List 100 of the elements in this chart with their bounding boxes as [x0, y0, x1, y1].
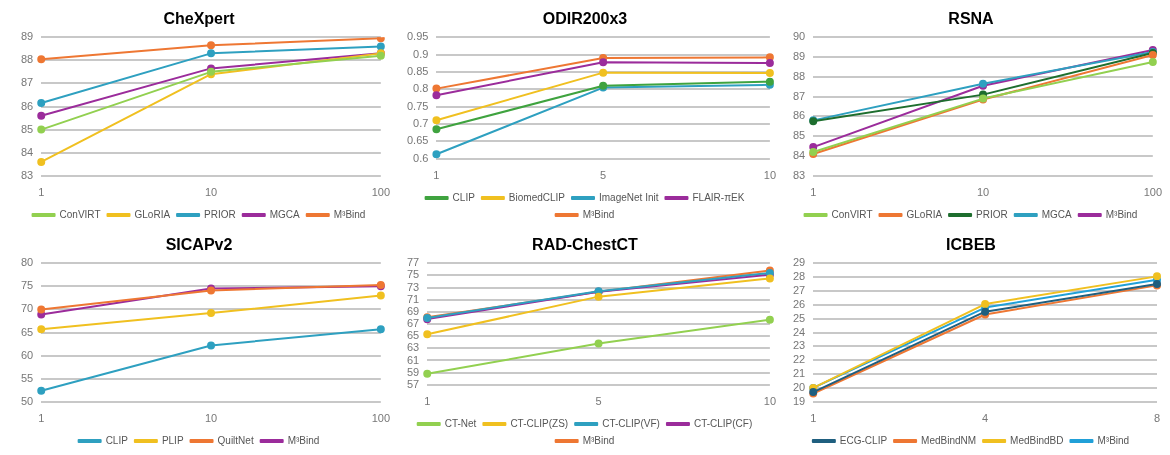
y-tick-label: 22 [792, 353, 806, 366]
y-tick-label: 87 [20, 76, 34, 89]
x-tick-label: 10 [204, 186, 218, 199]
legend-label: QuiltNet [217, 434, 254, 446]
legend-label: PLIP [161, 434, 184, 446]
legend-label: ImageNet Init [598, 191, 659, 203]
x-tick-label: 100 [1143, 186, 1162, 199]
legend-label: M³Bind [1105, 208, 1138, 220]
y-tick-label: 26 [792, 297, 806, 310]
legend-label: MGCA [269, 208, 301, 220]
y-tick-label: 50 [20, 394, 34, 407]
chart-title: CheXpert [163, 10, 236, 28]
y-tick-label: 84 [792, 149, 806, 162]
legend-label: CT-CLIP(CF) [693, 417, 753, 429]
legend-label: CT-CLIP(VF) [602, 417, 660, 429]
legend-label: PRIOR [204, 208, 236, 220]
y-tick-label: 85 [792, 129, 806, 142]
y-tick-label: 75 [20, 279, 34, 292]
y-tick-label: 84 [20, 145, 34, 158]
y-tick-label: 29 [792, 256, 806, 269]
legend-label: M³Bind [1097, 434, 1130, 446]
y-tick-label: 21 [792, 367, 806, 380]
legend-label: MGCA [1041, 208, 1073, 220]
legend-label: M³Bind [582, 434, 615, 446]
x-tick-label: 1 [424, 395, 431, 408]
y-tick-label: 55 [20, 371, 34, 384]
legend-label: PRIOR [976, 208, 1008, 220]
y-tick-label: 77 [406, 256, 420, 269]
y-tick-label: 28 [792, 270, 806, 283]
y-tick-label: 70 [20, 302, 34, 315]
y-tick-label: 83 [792, 168, 806, 181]
y-tick-label: 88 [20, 53, 34, 66]
y-tick-label: 80 [20, 256, 34, 269]
y-tick-label: 73 [406, 280, 420, 293]
x-tick-label: 10 [976, 186, 990, 199]
x-tick-label: 5 [600, 169, 607, 182]
y-tick-label: 90 [792, 30, 806, 43]
y-tick-label: 75 [406, 268, 420, 281]
legend-label: CLIP [105, 434, 129, 446]
y-tick-label: 65 [406, 329, 420, 342]
y-tick-label: 83 [20, 168, 34, 181]
y-tick-label: 86 [792, 109, 806, 122]
y-tick-label: 60 [20, 348, 34, 361]
legend-label: FLAIR-πEK [692, 191, 745, 203]
y-tick-label: 69 [406, 304, 420, 317]
chart-title: ODIR200x3 [542, 10, 628, 28]
legend-label: CLIP [452, 191, 476, 203]
y-tick-label: 0.9 [413, 47, 429, 60]
y-tick-label: 23 [792, 339, 806, 352]
x-tick-label: 10 [763, 395, 777, 408]
chart-title: RAD-ChestCT [532, 236, 639, 254]
x-tick-label: 1 [38, 412, 45, 425]
legend-label: BiomedCLIP [508, 191, 566, 203]
y-tick-label: 89 [792, 50, 806, 63]
y-tick-label: 61 [406, 353, 420, 366]
x-tick-label: 10 [763, 169, 777, 182]
x-tick-label: 8 [1153, 412, 1161, 425]
y-tick-label: 63 [406, 341, 420, 354]
x-tick-label: 10 [204, 412, 218, 425]
legend-label: M³Bind [582, 208, 615, 220]
legend-label: M³Bind [287, 434, 320, 446]
x-tick-label: 100 [371, 412, 390, 425]
y-tick-label: 0.6 [413, 151, 429, 164]
y-tick-label: 71 [406, 292, 420, 305]
y-tick-label: 25 [792, 311, 806, 324]
y-tick-label: 89 [20, 30, 34, 43]
x-tick-label: 1 [38, 186, 45, 199]
legend-label: ConVIRT [831, 208, 873, 220]
legend-label: MedBindNM [921, 434, 977, 446]
y-tick-label: 87 [792, 89, 806, 102]
x-tick-label: 1 [810, 186, 817, 199]
y-tick-label: 67 [406, 317, 420, 330]
y-tick-label: 24 [792, 325, 806, 338]
y-tick-label: 19 [792, 394, 806, 407]
y-tick-label: 88 [792, 69, 806, 82]
legend-label: CT-CLIP(ZS) [510, 417, 569, 429]
y-tick-label: 59 [406, 365, 420, 378]
x-tick-label: 100 [371, 186, 390, 199]
chart-title: RSNA [948, 10, 995, 28]
y-tick-label: 0.8 [413, 82, 429, 95]
x-tick-label: 1 [810, 412, 817, 425]
y-tick-label: 20 [792, 380, 806, 393]
x-tick-label: 5 [595, 395, 602, 408]
legend-label: GLoRIA [134, 208, 171, 220]
chart-title: SICAPv2 [165, 236, 233, 254]
y-tick-label: 0.85 [406, 64, 429, 77]
x-tick-label: 4 [982, 412, 989, 425]
legend-label: CT-Net [444, 417, 477, 429]
y-tick-label: 85 [20, 122, 34, 135]
y-tick-label: 86 [20, 99, 34, 112]
y-tick-label: 0.65 [406, 134, 429, 147]
legend-label: M³Bind [333, 208, 366, 220]
y-tick-label: 65 [20, 325, 34, 338]
y-tick-label: 0.7 [413, 117, 429, 130]
y-tick-label: 27 [792, 283, 806, 296]
y-tick-label: 57 [406, 377, 420, 390]
x-tick-label: 1 [433, 169, 440, 182]
legend-label: ECG-CLIP [839, 434, 888, 446]
legend-label: MedBindBD [1010, 434, 1064, 446]
y-tick-label: 0.95 [406, 30, 429, 43]
